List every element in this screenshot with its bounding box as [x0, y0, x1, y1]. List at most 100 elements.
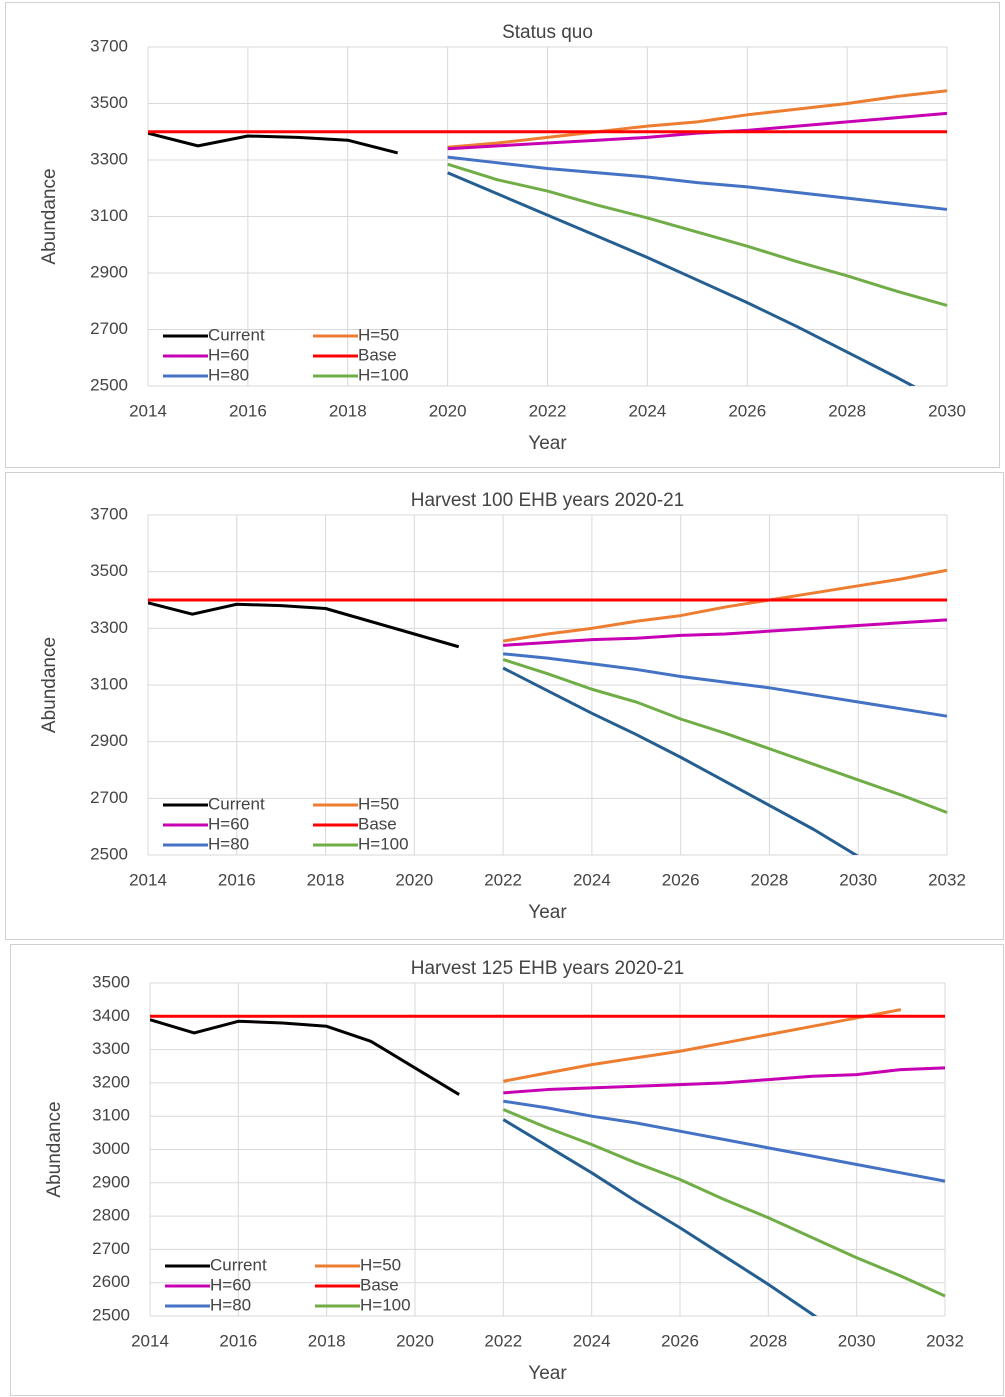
- lines: [148, 568, 948, 855]
- legend-label: Base: [360, 1275, 399, 1294]
- panel-border: [10, 944, 1004, 1396]
- x-tick-label: 2026: [662, 870, 700, 889]
- y-tick-label: 2800: [92, 1206, 130, 1225]
- series-line: [150, 1018, 460, 1096]
- series-line: [503, 1066, 946, 1095]
- legend-label: H=100: [358, 365, 409, 384]
- x-axis-title: Year: [528, 1363, 567, 1384]
- x-tick-label: 2024: [573, 870, 611, 889]
- x-tick-label: 2016: [218, 870, 256, 889]
- x-tick-label: 2028: [751, 870, 789, 889]
- series-line: [148, 131, 399, 155]
- chart-panel: 2500 2700 2900 3100 3300 3500 3700 2014 2016 2018…: [5, 472, 1004, 940]
- x-tick-label: 2028: [749, 1331, 787, 1350]
- x-tick-label: 2014: [131, 1331, 169, 1350]
- panel-border: [5, 2, 1000, 468]
- y-tick-label: 2600: [92, 1272, 130, 1291]
- legend-label: H=50: [358, 325, 399, 344]
- chart-title: Status quo: [502, 22, 593, 43]
- y-tick-label: 3300: [92, 1039, 130, 1058]
- x-tick-label: 2016: [219, 1331, 257, 1350]
- y-tick-label: 3100: [90, 674, 128, 693]
- chart-title: Harvest 125 EHB years 2020-21: [411, 958, 685, 979]
- series-line: [503, 618, 948, 647]
- legend-label: Current: [208, 794, 265, 813]
- series-line: [503, 1008, 902, 1083]
- y-tick-label: 2500: [92, 1305, 130, 1324]
- x-axis-title: Year: [528, 433, 567, 454]
- y-tick-label: 2900: [90, 262, 128, 281]
- x-tick-label: 2022: [484, 870, 522, 889]
- y-axis-title: Abundance: [44, 1101, 65, 1197]
- legend-label: H=50: [358, 794, 399, 813]
- series-line: [502, 666, 859, 855]
- x-tick-label: 2016: [229, 401, 267, 420]
- x-tick-label: 2032: [928, 870, 966, 889]
- y-tick-label: 3500: [90, 93, 128, 112]
- legend-label: H=100: [358, 834, 409, 853]
- series-line: [502, 652, 948, 718]
- y-tick-label: 3700: [90, 36, 128, 55]
- x-tick-label: 2024: [573, 1331, 611, 1350]
- y-tick-label: 3500: [90, 561, 128, 580]
- y-axis-title: Abundance: [39, 168, 60, 264]
- series-line: [447, 171, 917, 386]
- chart-title: Harvest 100 EHB years 2020-21: [411, 490, 685, 511]
- x-tick-label: 2030: [838, 1331, 876, 1350]
- x-tick-label: 2030: [928, 401, 966, 420]
- y-tick-label: 3200: [92, 1072, 130, 1091]
- chart-panel: 2500 2700 2900 3100 3300 3500 3700 2014 2016 2018…: [5, 2, 1000, 468]
- x-tick-label: 2022: [529, 401, 567, 420]
- x-axis-title: Year: [528, 902, 567, 923]
- x-tick-label: 2014: [129, 870, 167, 889]
- y-axis-title: Abundance: [39, 637, 60, 733]
- y-tick-label: 3500: [92, 972, 130, 991]
- y-tick-label: 3100: [90, 206, 128, 225]
- series-line: [447, 162, 948, 307]
- legend-label: Current: [208, 325, 265, 344]
- legend-label: H=100: [360, 1295, 411, 1314]
- x-tick-label: 2014: [129, 401, 167, 420]
- y-tick-label: 2700: [92, 1239, 130, 1258]
- legend-label: H=80: [208, 834, 249, 853]
- chart-panel: 2500 2600 2700 2800 2900 3000 3100 3200 3300 3400…: [10, 944, 1004, 1396]
- legend-label: H=60: [210, 1275, 251, 1294]
- x-tick-label: 2020: [396, 1331, 434, 1350]
- series-line: [502, 1108, 946, 1298]
- legend-label: Current: [210, 1255, 267, 1274]
- x-tick-label: 2020: [429, 401, 467, 420]
- legend-label: Base: [358, 345, 397, 364]
- y-tick-label: 3300: [90, 618, 128, 637]
- series-line: [502, 1118, 818, 1316]
- y-tick-label: 2700: [90, 788, 128, 807]
- legend-label: H=60: [208, 814, 249, 833]
- panel-border: [5, 472, 1004, 940]
- x-tick-label: 2020: [395, 870, 433, 889]
- x-tick-label: 2026: [661, 1331, 699, 1350]
- legend-label: Base: [358, 814, 397, 833]
- y-tick-label: 2900: [92, 1172, 130, 1191]
- y-tick-label: 3700: [90, 504, 128, 523]
- y-tick-label: 2500: [90, 375, 128, 394]
- x-tick-label: 2018: [329, 401, 367, 420]
- series-line: [503, 1099, 946, 1183]
- x-tick-label: 2026: [728, 401, 766, 420]
- x-tick-label: 2018: [308, 1331, 346, 1350]
- series-line: [148, 601, 460, 649]
- x-tick-label: 2022: [484, 1331, 522, 1350]
- series-line: [502, 568, 948, 643]
- y-tick-label: 3000: [92, 1139, 130, 1158]
- legend-label: H=50: [360, 1255, 401, 1274]
- lines: [148, 89, 948, 386]
- y-tick-label: 2500: [90, 844, 128, 863]
- y-tick-label: 2700: [90, 319, 128, 338]
- legend-label: H=80: [210, 1295, 251, 1314]
- y-tick-label: 3400: [92, 1006, 130, 1025]
- x-tick-label: 2032: [926, 1331, 964, 1350]
- x-tick-label: 2018: [307, 870, 345, 889]
- x-tick-label: 2030: [839, 870, 877, 889]
- y-tick-label: 3100: [92, 1106, 130, 1125]
- series-line: [502, 658, 948, 814]
